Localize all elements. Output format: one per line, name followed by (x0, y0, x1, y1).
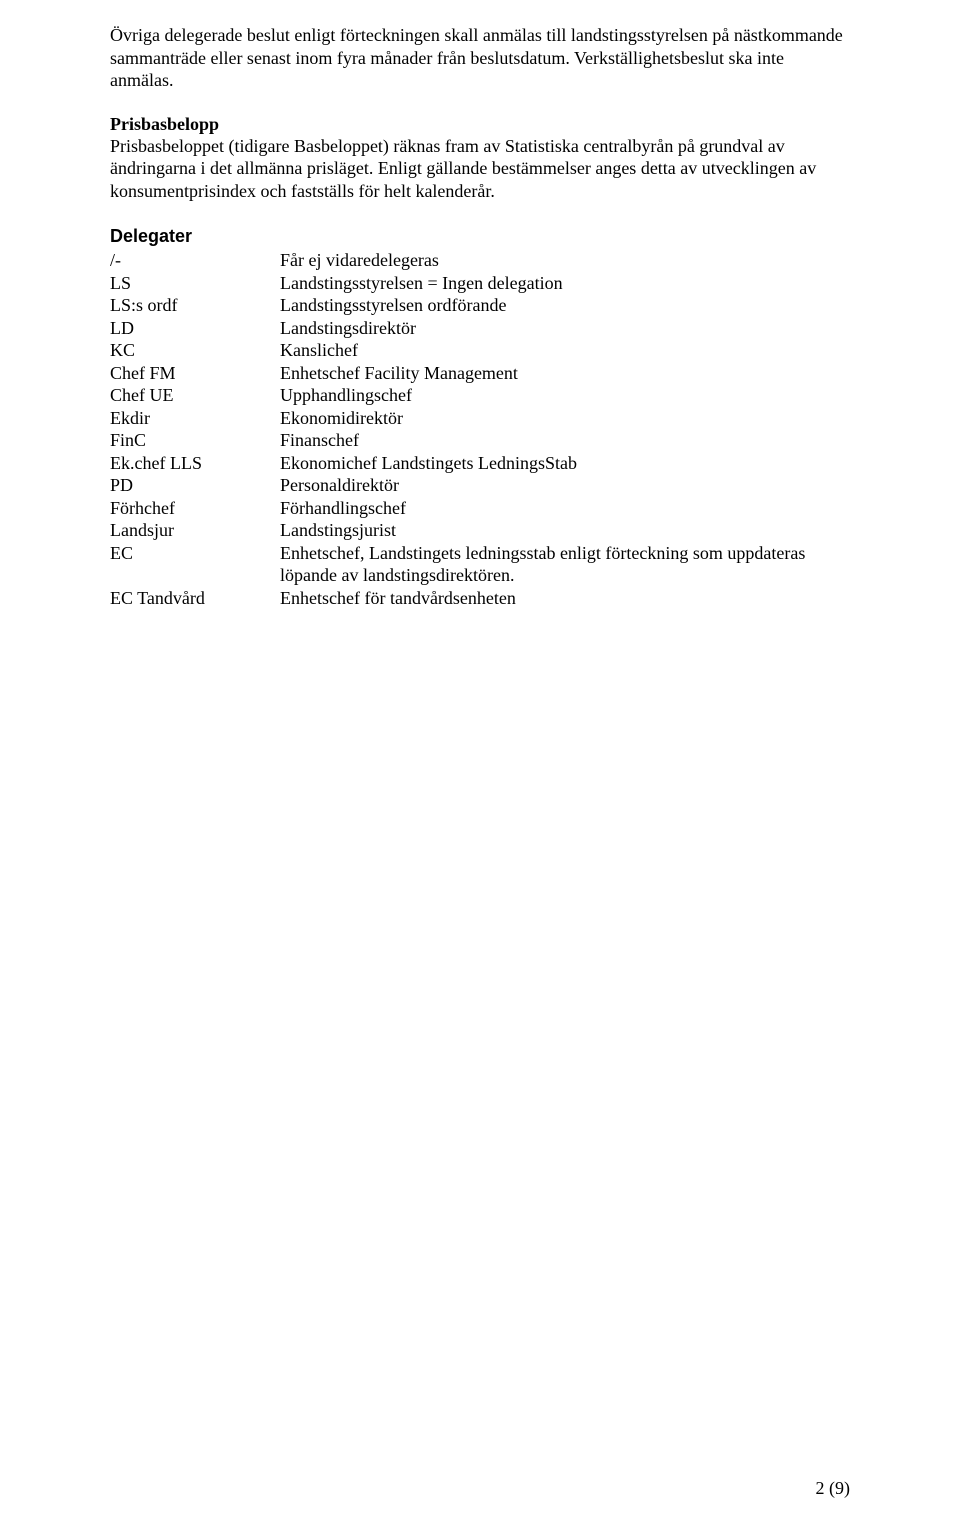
definitions-list: /- Får ej vidaredelegeras LS Landstingss… (110, 249, 850, 609)
definition-row: /- Får ej vidaredelegeras (110, 249, 850, 272)
page-number: 2 (9) (816, 1478, 851, 1499)
definition-value: Enhetschef för tandvårdsenheten (280, 587, 850, 610)
definition-row: LD Landstingsdirektör (110, 317, 850, 340)
definition-row: Ekdir Ekonomidirektör (110, 407, 850, 430)
definition-value: Finanschef (280, 429, 850, 452)
definition-term: Chef FM (110, 362, 280, 385)
definition-value: Landstingsdirektör (280, 317, 850, 340)
definition-row: EC Tandvård Enhetschef för tandvårdsenhe… (110, 587, 850, 610)
definition-term: Landsjur (110, 519, 280, 542)
definition-row: LS Landstingsstyrelsen = Ingen delegatio… (110, 272, 850, 295)
definition-value: Personaldirektör (280, 474, 850, 497)
definition-row: KC Kanslichef (110, 339, 850, 362)
definition-term: Förhchef (110, 497, 280, 520)
definition-value: Förhandlingschef (280, 497, 850, 520)
definition-term: LS:s ordf (110, 294, 280, 317)
definition-term: FinC (110, 429, 280, 452)
definition-value: Kanslichef (280, 339, 850, 362)
definition-term: KC (110, 339, 280, 362)
definition-value: Landstingsstyrelsen = Ingen delegation (280, 272, 850, 295)
definition-term: Ek.chef LLS (110, 452, 280, 475)
definition-value: Landstingsjurist (280, 519, 850, 542)
paragraph-intro: Övriga delegerade beslut enligt förteckn… (110, 24, 850, 92)
definition-term: /- (110, 249, 280, 272)
definition-row: LS:s ordf Landstingsstyrelsen ordförande (110, 294, 850, 317)
definition-term: Ekdir (110, 407, 280, 430)
definition-row: Ek.chef LLS Ekonomichef Landstingets Led… (110, 452, 850, 475)
heading-delegater: Delegater (110, 226, 850, 247)
definition-value: Får ej vidaredelegeras (280, 249, 850, 272)
definition-term: EC Tandvård (110, 587, 280, 610)
definition-row: Chef UE Upphandlingschef (110, 384, 850, 407)
definition-value: Enhetschef, Landstingets ledningsstab en… (280, 542, 850, 587)
definition-term: EC (110, 542, 280, 587)
definition-row: Förhchef Förhandlingschef (110, 497, 850, 520)
paragraph-prisbasbelopp: Prisbasbeloppet (tidigare Basbeloppet) r… (110, 135, 850, 203)
definition-row: Landsjur Landstingsjurist (110, 519, 850, 542)
definition-term: Chef UE (110, 384, 280, 407)
definition-term: PD (110, 474, 280, 497)
definition-row: PD Personaldirektör (110, 474, 850, 497)
definition-term: LS (110, 272, 280, 295)
definition-value: Enhetschef Facility Management (280, 362, 850, 385)
definition-value: Ekonomichef Landstingets LedningsStab (280, 452, 850, 475)
definition-value: Ekonomidirektör (280, 407, 850, 430)
definition-row: Chef FM Enhetschef Facility Management (110, 362, 850, 385)
heading-prisbasbelopp: Prisbasbelopp (110, 114, 850, 135)
definition-value: Landstingsstyrelsen ordförande (280, 294, 850, 317)
definition-row: FinC Finanschef (110, 429, 850, 452)
definition-row: EC Enhetschef, Landstingets ledningsstab… (110, 542, 850, 587)
definition-term: LD (110, 317, 280, 340)
definition-value: Upphandlingschef (280, 384, 850, 407)
page: Övriga delegerade beslut enligt förteckn… (0, 0, 960, 1523)
